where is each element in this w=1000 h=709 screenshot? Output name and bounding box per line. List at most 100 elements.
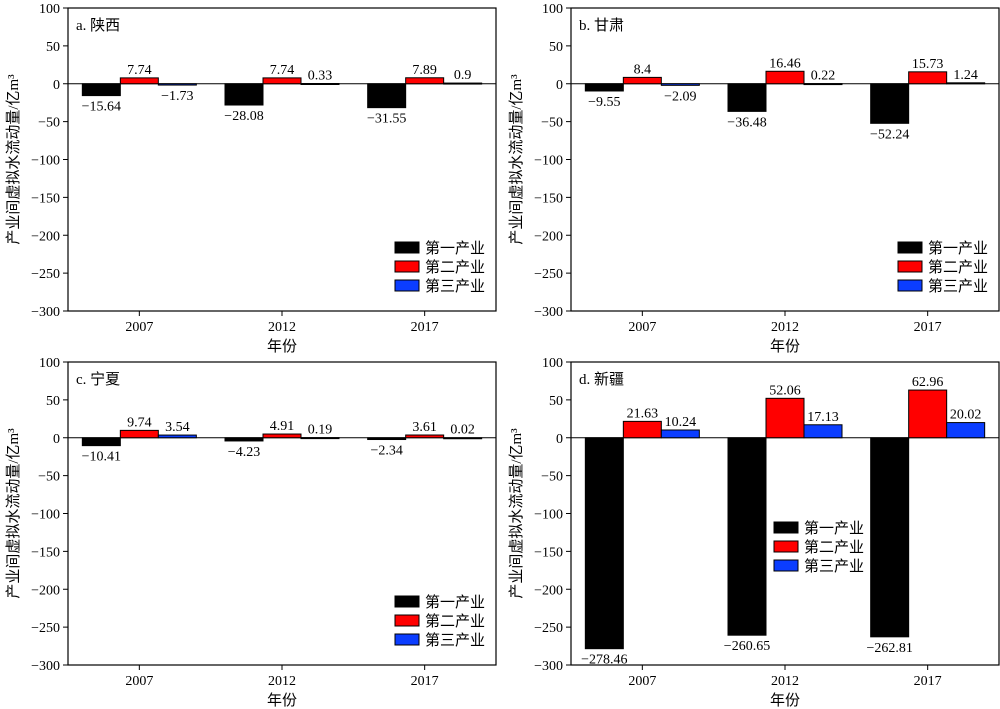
y-tick-label: 50 — [46, 394, 60, 409]
panel-title: d. 新疆 — [579, 371, 624, 388]
legend-swatch — [394, 279, 420, 292]
bar-3-2012 — [300, 83, 340, 86]
data-label: 0.22 — [811, 69, 836, 84]
data-label: −36.48 — [727, 115, 766, 130]
bar-2-2017 — [405, 77, 445, 85]
chart-panel-3: 100 50 0 −50 −100 −150 −200 −250 −300 2007 −10.41 9… — [5, 356, 497, 709]
data-label: 4.91 — [270, 419, 295, 434]
legend-label: 第三产业 — [425, 277, 485, 295]
y-tick-label: −250 — [31, 621, 60, 636]
x-tick-label: 2017 — [411, 320, 439, 335]
chart-panel-4: 100 50 0 −50 −100 −150 −200 −250 −300 2007−278.46… — [508, 356, 1000, 709]
bar-2-2007 — [622, 76, 662, 85]
x-tick-label: 2012 — [771, 320, 799, 335]
data-label: 3.54 — [165, 420, 190, 435]
bar-2-2017 — [908, 389, 948, 439]
y-tick-label: −50 — [541, 116, 563, 131]
panel-title: c. 宁夏 — [76, 371, 120, 388]
bar-3-2007 — [660, 429, 700, 439]
y-tick-label: −300 — [31, 659, 60, 674]
bar-2-2012 — [765, 70, 805, 85]
data-label: 0.33 — [308, 69, 333, 84]
y-tick-label: 50 — [46, 40, 60, 55]
y-tick-label: −200 — [534, 229, 563, 244]
data-label: −260.65 — [724, 639, 770, 654]
legend-swatch — [773, 559, 799, 572]
data-label: 20.02 — [950, 408, 982, 423]
data-label: 16.46 — [769, 56, 801, 71]
x-axis-title: 年份 — [770, 338, 800, 355]
data-label: 9.74 — [127, 415, 152, 430]
bar-3-2007 — [660, 83, 700, 86]
legend-swatch — [394, 260, 420, 273]
chart-panel-2: 100 50 0 −50 −100 −150 −200 −250 −300 2007 −9.55 8.… — [508, 2, 1000, 355]
data-label: −262.81 — [866, 641, 912, 656]
legend-swatch — [897, 279, 923, 292]
y-tick-label: −300 — [534, 305, 563, 320]
bar-1-2012 — [224, 437, 264, 442]
data-label: −31.55 — [367, 112, 406, 127]
chart-panel-1: 100 50 0 −50 −100 −150 −200 −250 −300 2007 −15.64 7… — [5, 2, 497, 355]
bar-2-2017 — [908, 71, 948, 85]
x-tick-label: 2017 — [914, 320, 942, 335]
y-tick-label: −100 — [31, 154, 60, 169]
y-tick-label: 0 — [53, 78, 60, 93]
data-label: 3.61 — [412, 420, 437, 435]
data-label: −1.73 — [161, 89, 193, 104]
y-tick-label: 50 — [549, 394, 563, 409]
data-label: 8.4 — [634, 62, 652, 77]
x-tick-label: 2017 — [411, 674, 439, 689]
data-label: 7.74 — [270, 63, 295, 78]
y-tick-label: 100 — [542, 356, 563, 371]
y-tick-label: −200 — [31, 229, 60, 244]
legend-label: 第三产业 — [928, 277, 988, 295]
bar-3-2007 — [157, 434, 197, 439]
x-tick-label: 2007 — [628, 674, 656, 689]
bar-1-2007 — [584, 437, 624, 650]
x-tick-label: 2017 — [914, 674, 942, 689]
legend-label: 第一产业 — [804, 519, 864, 537]
x-tick-label: 2012 — [771, 674, 799, 689]
y-tick-label: −250 — [31, 267, 60, 282]
data-label: −15.64 — [82, 100, 121, 115]
x-tick-label: 2007 — [125, 674, 153, 689]
bar-3-2012 — [300, 437, 340, 440]
x-tick-label: 2007 — [125, 320, 153, 335]
data-label: −2.34 — [370, 444, 402, 459]
bar-1-2012 — [224, 83, 264, 106]
data-label: 62.96 — [912, 375, 944, 390]
legend-swatch — [897, 260, 923, 273]
data-label: 1.24 — [953, 68, 978, 83]
legend-swatch — [394, 633, 420, 646]
bar-2-2007 — [622, 420, 662, 439]
legend-label: 第一产业 — [928, 239, 988, 257]
y-tick-label: −50 — [541, 470, 563, 485]
bar-1-2007 — [584, 83, 624, 92]
bar-3-2012 — [803, 83, 843, 86]
y-tick-label: −50 — [38, 470, 60, 485]
data-label: −2.09 — [664, 89, 696, 104]
legend-label: 第二产业 — [928, 258, 988, 276]
legend-swatch — [394, 614, 420, 627]
bar-1-2017 — [367, 437, 407, 441]
y-tick-label: −200 — [31, 583, 60, 598]
y-axis-title: 产业间虚拟水流动量/亿m³ — [508, 74, 525, 245]
data-label: 0.9 — [454, 68, 472, 83]
bar-1-2017 — [870, 83, 910, 124]
legend-label: 第二产业 — [425, 258, 485, 276]
bar-2-2012 — [262, 433, 302, 439]
y-tick-label: 100 — [39, 356, 60, 371]
bar-3-2017 — [443, 82, 483, 85]
y-tick-label: −150 — [31, 545, 60, 560]
y-tick-label: 50 — [549, 40, 563, 55]
legend-swatch — [394, 241, 420, 254]
bar-1-2012 — [727, 83, 767, 112]
bar-3-2017 — [946, 422, 986, 439]
y-tick-label: −100 — [534, 508, 563, 523]
y-tick-label: −150 — [534, 545, 563, 560]
bar-2-2007 — [119, 77, 159, 85]
